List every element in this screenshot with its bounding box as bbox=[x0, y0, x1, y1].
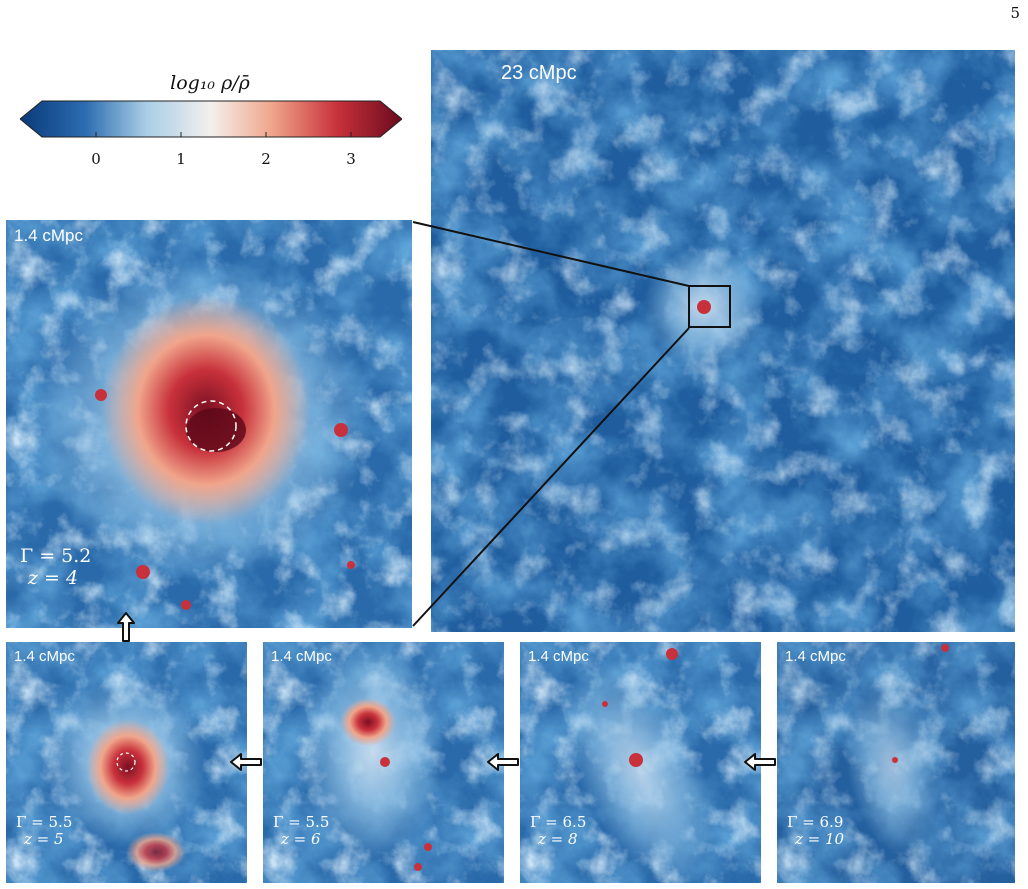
colorbar-tick-label: 3 bbox=[346, 150, 356, 168]
main-density-map bbox=[431, 50, 1015, 632]
small-panel-z5: 1.4 cMpc Γ = 5.5 z = 5 bbox=[6, 642, 247, 883]
gamma-label: Γ = 5.2 bbox=[20, 545, 92, 567]
small-density-map bbox=[520, 642, 761, 883]
zoom-line-bottom bbox=[412, 327, 690, 627]
gamma-label: Γ = 5.5 bbox=[273, 813, 330, 831]
redshift-label: z = 10 bbox=[795, 830, 845, 848]
small-panel-z6: 1.4 cMpc Γ = 5.5 z = 6 bbox=[263, 642, 504, 883]
colorbar-tick-label: 0 bbox=[91, 150, 101, 168]
virial-circle bbox=[185, 400, 237, 452]
redshift-label: z = 8 bbox=[538, 830, 578, 848]
zoom-box bbox=[688, 285, 731, 328]
zoom-density-map bbox=[6, 220, 412, 628]
small-params: Γ = 5.5 z = 6 bbox=[273, 814, 329, 848]
small-density-map bbox=[263, 642, 504, 883]
gamma-label: Γ = 6.5 bbox=[530, 813, 587, 831]
redshift-label: z = 4 bbox=[28, 567, 79, 589]
main-panel: 23 cMpc bbox=[431, 50, 1015, 632]
small-scale-label: 1.4 cMpc bbox=[14, 648, 75, 665]
small-params: Γ = 6.9 z = 10 bbox=[787, 814, 844, 848]
left-arrow-icon bbox=[487, 753, 519, 771]
virial-circle bbox=[116, 752, 136, 772]
main-scale-label: 23 cMpc bbox=[501, 62, 577, 84]
up-arrow-icon bbox=[117, 612, 135, 642]
zoom-panel: 1.4 cMpc Γ = 5.2 z = 4 bbox=[6, 220, 412, 628]
page-number: 5 bbox=[1010, 4, 1020, 22]
small-params: Γ = 5.5 z = 5 bbox=[16, 814, 72, 848]
redshift-label: z = 5 bbox=[24, 830, 64, 848]
gamma-label: Γ = 5.5 bbox=[16, 813, 73, 831]
zoom-params: Γ = 5.2 z = 4 bbox=[20, 545, 91, 589]
small-scale-label: 1.4 cMpc bbox=[528, 648, 589, 665]
zoom-scale-label: 1.4 cMpc bbox=[14, 226, 83, 245]
colorbar bbox=[20, 100, 402, 138]
small-density-map bbox=[6, 642, 247, 883]
zoom-connector bbox=[412, 221, 731, 627]
small-scale-label: 1.4 cMpc bbox=[271, 648, 332, 665]
gamma-label: Γ = 6.9 bbox=[787, 813, 844, 831]
zoom-line-top bbox=[412, 221, 690, 287]
left-arrow-icon bbox=[744, 753, 776, 771]
colorbar-tick-label: 1 bbox=[176, 150, 186, 168]
colorbar-tick-label: 2 bbox=[261, 150, 271, 168]
left-arrow-icon bbox=[230, 753, 262, 771]
small-scale-label: 1.4 cMpc bbox=[785, 648, 846, 665]
small-panel-z10: 1.4 cMpc Γ = 6.9 z = 10 bbox=[777, 642, 1015, 883]
small-density-map bbox=[777, 642, 1015, 883]
redshift-label: z = 6 bbox=[281, 830, 321, 848]
colorbar-title: log₁₀ ρ/ρ̄ bbox=[170, 72, 250, 94]
small-params: Γ = 6.5 z = 8 bbox=[530, 814, 586, 848]
small-panel-z8: 1.4 cMpc Γ = 6.5 z = 8 bbox=[520, 642, 761, 883]
